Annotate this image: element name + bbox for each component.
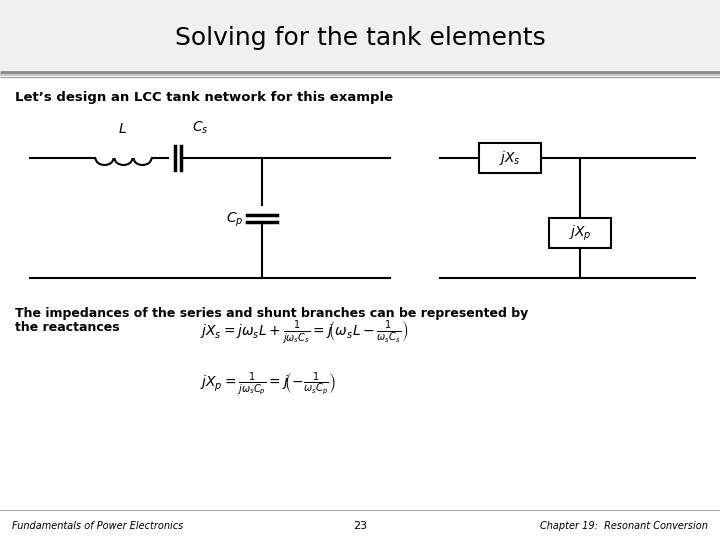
Text: Fundamentals of Power Electronics: Fundamentals of Power Electronics (12, 521, 184, 531)
FancyBboxPatch shape (479, 143, 541, 173)
Text: $jX_p$: $jX_p$ (569, 224, 591, 242)
Text: $C_s$: $C_s$ (192, 119, 209, 136)
Text: 23: 23 (353, 521, 367, 531)
Bar (0, 77, 720, 540)
Text: Chapter 19:  Resonant Conversion: Chapter 19: Resonant Conversion (540, 521, 708, 531)
Text: Let’s design an LCC tank network for this example: Let’s design an LCC tank network for thi… (15, 91, 393, 104)
Text: $jX_s = j\omega_s L + \frac{1}{j\omega_s C_s} = j\!\left(\omega_s L - \frac{1}{\: $jX_s = j\omega_s L + \frac{1}{j\omega_s… (200, 318, 408, 345)
Text: $jX_s$: $jX_s$ (499, 149, 521, 167)
Text: $L$: $L$ (117, 122, 127, 136)
Text: The impedances of the series and shunt branches can be represented by: The impedances of the series and shunt b… (15, 307, 528, 320)
Text: $jX_p = \frac{1}{j\omega_s C_p} = j\!\left(-\frac{1}{\omega_s C_p}\right)$: $jX_p = \frac{1}{j\omega_s C_p} = j\!\le… (200, 370, 336, 397)
Text: Solving for the tank elements: Solving for the tank elements (175, 26, 545, 50)
Bar (0, 0, 720, 72)
Text: the reactances: the reactances (15, 321, 120, 334)
Text: $C_p$: $C_p$ (225, 211, 243, 229)
FancyBboxPatch shape (549, 218, 611, 248)
